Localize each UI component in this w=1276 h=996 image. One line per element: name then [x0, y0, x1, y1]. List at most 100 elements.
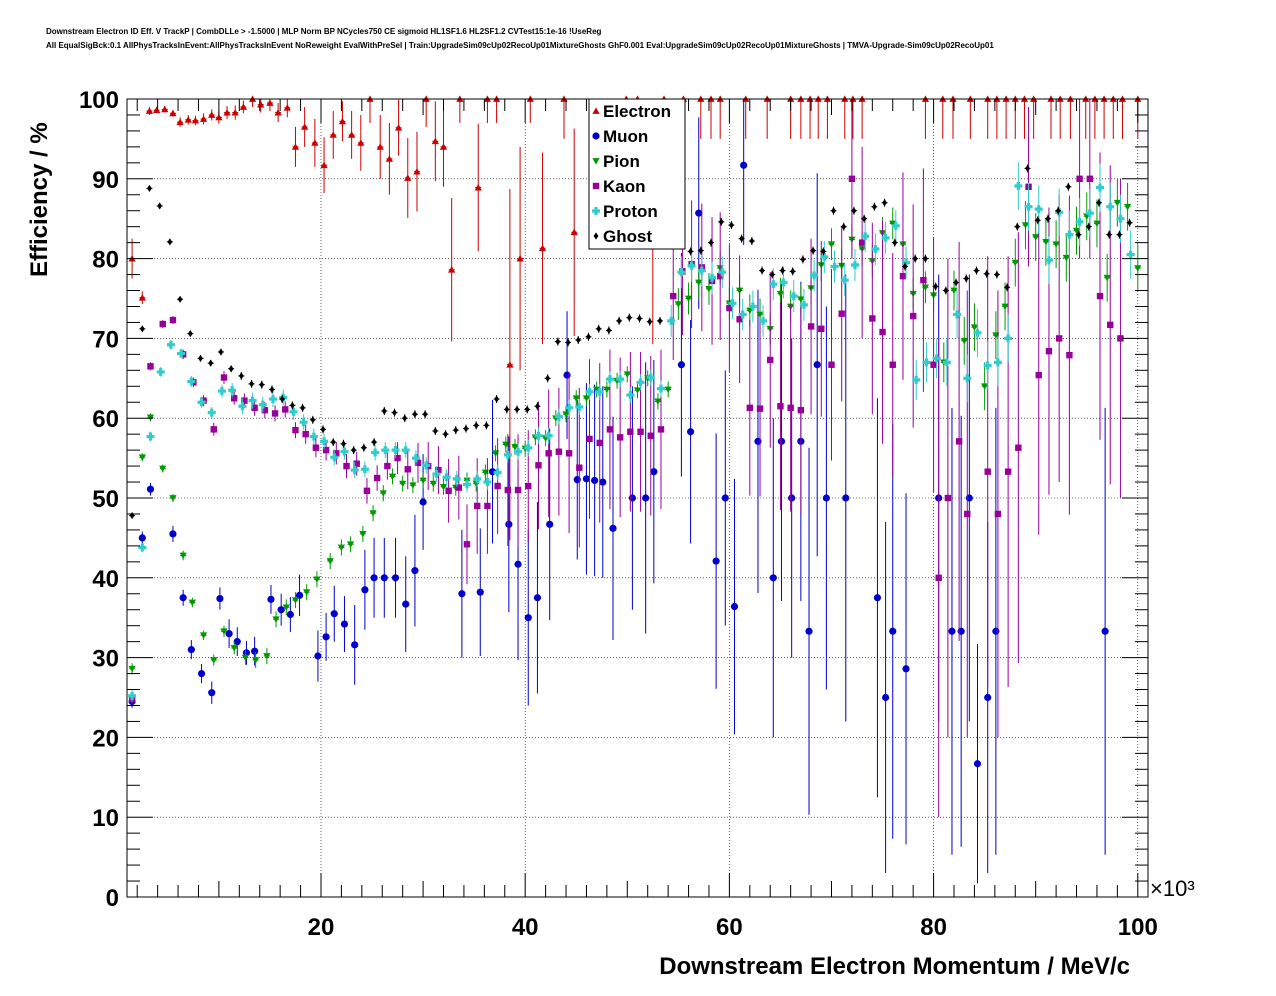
kaon-point [858, 239, 866, 246]
pion-point [252, 657, 260, 664]
kaon-point [576, 464, 583, 471]
ghost-point [330, 438, 336, 446]
muon-point [599, 478, 607, 486]
kaon-point [647, 432, 654, 439]
proton-point [309, 432, 318, 441]
ghost-point [1014, 223, 1020, 231]
electron-point [191, 116, 200, 124]
ghost-point [790, 267, 796, 275]
kaon-point [159, 320, 166, 328]
muon-point [330, 610, 338, 618]
electron-point [506, 361, 514, 368]
y-tick-label: 50 [92, 486, 119, 513]
ghost-point [422, 410, 428, 418]
legend-box [588, 98, 686, 250]
proton-point [983, 361, 992, 370]
proton-point [146, 432, 155, 441]
proton-point [953, 310, 962, 319]
pion-point [1134, 265, 1142, 272]
kaon-point [726, 304, 733, 312]
ghost-point [994, 270, 1000, 279]
pion-point [220, 628, 228, 635]
pion-point [303, 589, 311, 596]
proton-point [128, 691, 137, 700]
legend: Electron Muon Pion Kaon Proton Ghost [588, 98, 686, 250]
electron-point [301, 123, 309, 130]
proton-point [708, 273, 717, 282]
proton-point [514, 447, 523, 456]
pion-point [1103, 274, 1111, 282]
muon-point [233, 638, 241, 646]
ghost-point [290, 401, 295, 410]
pion-point [346, 541, 355, 548]
ghost-point [381, 407, 387, 415]
pion-point [1021, 222, 1030, 229]
pion-point [263, 653, 271, 660]
proton-point [493, 468, 502, 477]
pion-point [654, 398, 662, 406]
muon-point [948, 627, 956, 635]
proton-point [677, 268, 686, 277]
proton-point [1004, 334, 1013, 343]
kaon-point [1096, 292, 1104, 300]
muon-point [546, 520, 554, 528]
pion-point [291, 597, 300, 604]
ghost-point [494, 395, 500, 403]
kaon-point [777, 403, 784, 410]
proton-point [871, 245, 880, 254]
muon-point [902, 665, 910, 673]
ghost-point [759, 266, 765, 275]
proton-point [738, 310, 747, 319]
pion-point [511, 444, 519, 451]
electron-point [570, 228, 578, 236]
ghost-point [300, 404, 306, 412]
kaon-point [241, 397, 248, 404]
ghost-point [616, 317, 622, 325]
pion-point [369, 510, 377, 517]
proton-point [891, 221, 900, 230]
proton-point [1065, 230, 1074, 239]
electron-point [239, 103, 247, 110]
pion-point [664, 386, 672, 394]
proton-point [422, 461, 431, 470]
kaon-point [1107, 321, 1114, 329]
legend-label-proton: Proton [603, 202, 658, 221]
electron-point [338, 117, 347, 125]
legend-marker-electron [592, 107, 600, 114]
ghost-point [984, 270, 990, 278]
kaon-point [1004, 468, 1012, 475]
muon-point [476, 588, 484, 596]
pion-point [674, 301, 682, 308]
muon-point [251, 647, 259, 655]
ghost-point [861, 215, 867, 223]
x-tick-label: 80 [920, 914, 947, 941]
proton-point [973, 328, 982, 337]
electron-point [320, 161, 328, 169]
muon-point [351, 641, 359, 649]
kaon-point [1055, 335, 1063, 342]
muon-point [197, 669, 206, 678]
muon-point [216, 594, 224, 603]
muon-point [524, 614, 532, 622]
electron-point [231, 108, 239, 116]
proton-point [156, 367, 165, 376]
proton-point [850, 260, 859, 269]
kaon-point [333, 450, 340, 457]
electron-point [394, 124, 403, 131]
ghost-point [228, 365, 234, 373]
kaon-point [251, 404, 258, 412]
proton-point [820, 253, 829, 262]
x-tick-label: 40 [512, 914, 539, 941]
x-tick-label: 20 [308, 914, 335, 941]
proton-point [1096, 183, 1105, 192]
kaon-point [220, 374, 228, 381]
pion-point [572, 395, 580, 402]
ghost-point [1004, 283, 1010, 291]
ghost-point [177, 295, 183, 303]
muon-point [889, 627, 897, 635]
ghost-point [943, 286, 949, 295]
muon-point [582, 475, 591, 483]
proton-point [963, 374, 972, 383]
proton-point [718, 268, 727, 277]
kaon-point [373, 474, 381, 482]
